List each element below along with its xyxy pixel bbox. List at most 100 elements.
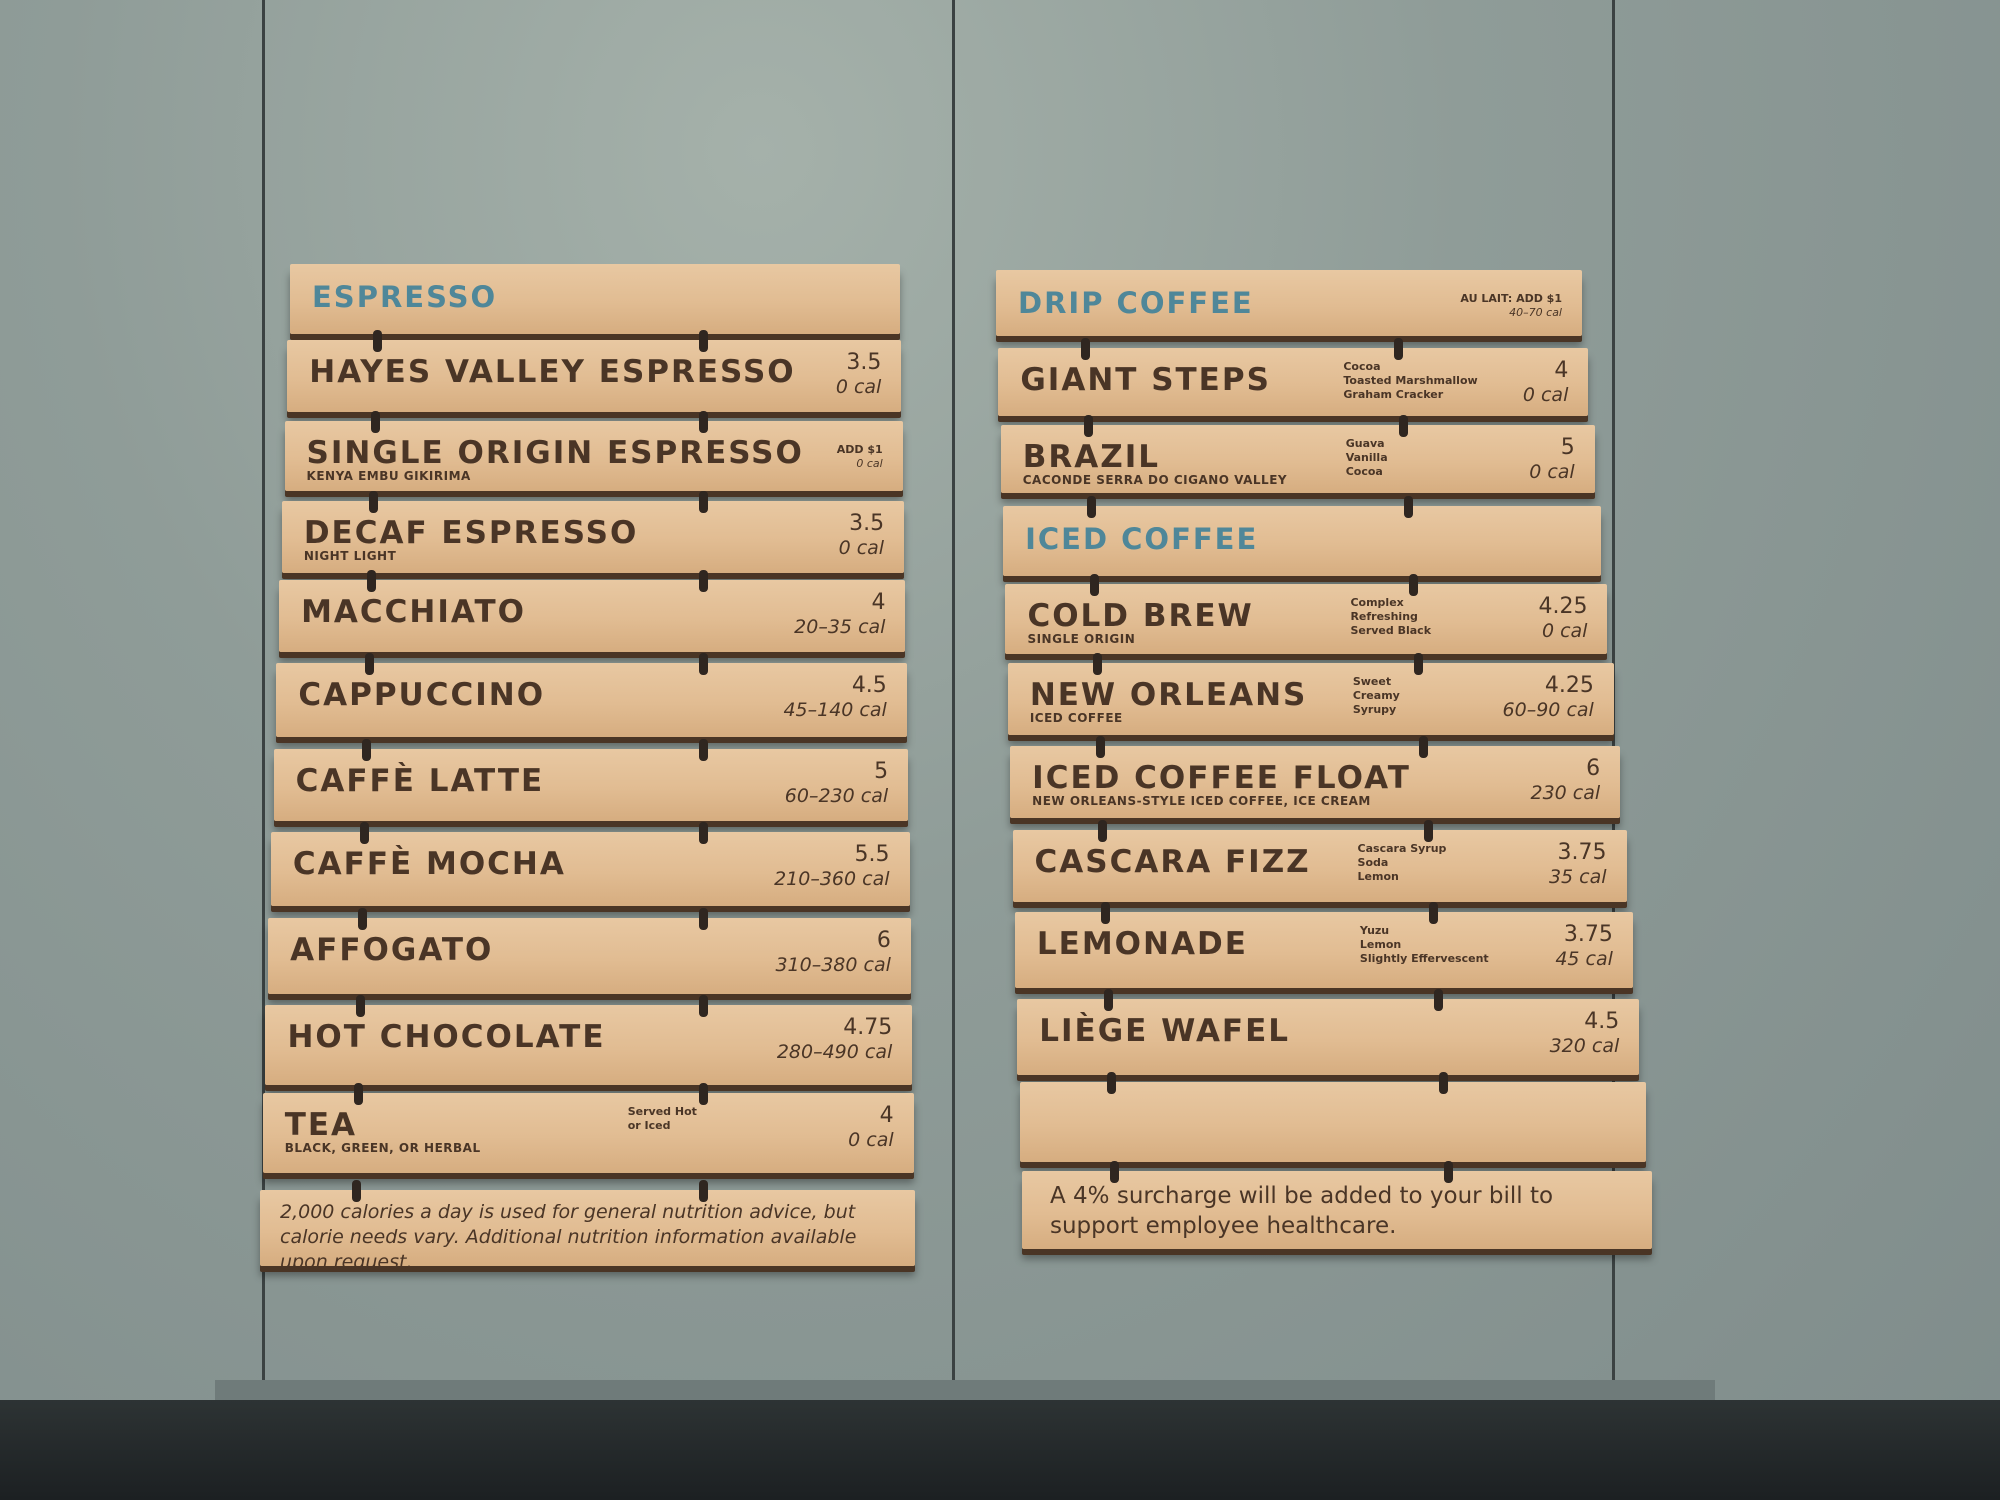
item-name: LEMONADE <box>1036 926 1248 962</box>
hanging-clip <box>1434 989 1443 1011</box>
item-price: 4 <box>879 1103 894 1128</box>
flavor-notes: Served Hot or Iced <box>628 1105 697 1133</box>
flavor-note: Vanilla <box>1345 451 1388 464</box>
item-calories: 0 cal <box>838 537 885 559</box>
item-name: MACCHIATO <box>301 594 526 630</box>
hanging-clip <box>1101 902 1111 924</box>
item-name: NEW ORLEANS <box>1029 677 1308 713</box>
item-calories: 0 cal <box>1541 620 1588 642</box>
hanging-clip <box>698 330 708 352</box>
item-plank: BRAZIL CACONDE SERRA DO CIGANO VALLEY Guav… <box>1000 415 1595 493</box>
item-calories: 45–140 cal <box>783 699 887 721</box>
flavor-notes: Guava Vanilla Cocoa <box>1346 437 1388 479</box>
flavor-note: Creamy <box>1352 689 1400 702</box>
hanging-clip <box>698 570 708 592</box>
item-calories: 35 cal <box>1548 866 1607 888</box>
hanging-clip <box>1089 574 1099 596</box>
item-name: LIÈGE WAFEL <box>1039 1013 1291 1049</box>
item-name: SINGLE ORIGIN ESPRESSO <box>306 435 804 471</box>
item-plank: COLD BREW SINGLE ORIGIN Complex Refreshing S… <box>1005 574 1608 654</box>
item-name: COLD BREW <box>1027 598 1254 634</box>
hanging-clip <box>1418 736 1428 758</box>
flavor-note: Graham Cracker <box>1343 388 1444 401</box>
section-header: ESPRESSO <box>312 280 498 314</box>
hanging-clip <box>358 908 368 930</box>
flavor-note: Yuzu <box>1359 924 1390 937</box>
item-plank: AFFOGATO 6 310–380 cal <box>268 908 911 994</box>
item-calories: 230 cal <box>1530 782 1601 804</box>
hanging-clip <box>1110 1161 1120 1183</box>
item-calories: 0 cal <box>835 376 882 398</box>
section-header: DRIP COFFEE <box>1018 286 1254 320</box>
flavor-note: Soda <box>1357 856 1389 869</box>
hanging-clip <box>1403 496 1413 518</box>
flavor-note: Syrupy <box>1352 703 1397 716</box>
wall-panel-bottom-edge <box>215 1380 1715 1402</box>
flavor-note: Cascara Syrup <box>1357 842 1447 855</box>
item-calories: 0 cal <box>848 1129 894 1151</box>
hanging-clip <box>1086 496 1096 518</box>
section-header: ICED COFFEE <box>1025 522 1259 556</box>
hanging-clip <box>366 570 376 592</box>
item-calories: 40–70 cal <box>1509 306 1562 319</box>
item-subtitle: BLACK, GREEN, OR HERBAL <box>284 1141 481 1155</box>
hanging-clip <box>364 653 374 675</box>
item-calories: 280–490 cal <box>776 1041 893 1063</box>
item-plank: HOT CHOCOLATE 4.75 280–490 cal <box>265 995 913 1085</box>
hanging-clip <box>698 822 708 844</box>
flavor-notes: Yuzu Lemon Slightly Effervescent <box>1360 924 1489 966</box>
nutrition-note: 2,000 calories a day is used for general… <box>280 1201 857 1273</box>
item-name: CASCARA FIZZ <box>1034 844 1311 880</box>
hanging-clip <box>1444 1161 1454 1183</box>
item-subtitle: KENYA EMBU GIKIRIMA <box>306 469 471 483</box>
item-calories: 0 cal <box>1522 384 1569 406</box>
flavor-note: Complex <box>1350 596 1404 609</box>
flavor-notes: Sweet Creamy Syrupy <box>1353 675 1400 717</box>
flavor-note: Slightly Effervescent <box>1359 952 1489 965</box>
item-price: 3.5 <box>846 350 882 375</box>
hanging-clip <box>373 330 383 352</box>
item-subtitle: NEW ORLEANS-STYLE ICED COFFEE, ICE CREAM <box>1032 794 1371 808</box>
item-calories: 20–35 cal <box>794 616 886 638</box>
hanging-clip <box>1398 415 1408 437</box>
item-name: CAFFÈ MOCHA <box>292 846 566 882</box>
item-plank: TEA BLACK, GREEN, OR HERBAL Served Hot or I… <box>262 1083 914 1173</box>
item-price: 4.25 <box>1538 594 1588 619</box>
item-price: 6 <box>876 928 891 953</box>
hanging-clip <box>1107 1072 1117 1094</box>
item-price: 4.5 <box>1584 1009 1620 1034</box>
item-calories: 0 cal <box>856 457 883 470</box>
item-price: 4 <box>1554 358 1569 383</box>
hanging-clip <box>1098 820 1108 842</box>
hanging-clip <box>360 822 370 844</box>
item-subtitle: ICED COFFEE <box>1029 711 1123 725</box>
hanging-clip <box>1393 338 1403 360</box>
item-price: 4.25 <box>1544 673 1594 698</box>
hanging-clip <box>371 411 381 433</box>
flavor-note: Toasted Marshmallow <box>1343 374 1478 387</box>
hanging-clip <box>356 995 365 1017</box>
item-name: HOT CHOCOLATE <box>287 1019 606 1055</box>
hanging-clip <box>1104 989 1114 1011</box>
item-price: 3.75 <box>1557 840 1607 865</box>
flavor-note: or Iced <box>627 1119 671 1132</box>
hanging-clip <box>698 1083 708 1105</box>
flavor-note: Lemon <box>1357 870 1399 883</box>
item-price: 4 <box>871 590 886 615</box>
item-plank: CAPPUCCINO 4.5 45–140 cal <box>276 653 907 737</box>
hanging-clip <box>1092 653 1102 675</box>
hanging-clip <box>698 1180 708 1202</box>
item-calories: 210–360 cal <box>774 868 890 890</box>
hanging-clip <box>1439 1072 1449 1094</box>
item-subtitle: CACONDE SERRA DO CIGANO VALLEY <box>1022 473 1288 487</box>
header-plank: ICED COFFEE <box>1003 496 1602 576</box>
item-plank: GIANT STEPS Cocoa Toasted Marshmallow Graha… <box>998 338 1589 416</box>
item-plank: CAFFÈ LATTE 5 60–230 cal <box>273 739 909 821</box>
hanging-clip <box>351 1180 361 1202</box>
header-plank: DRIP COFFEE AU LAIT: ADD $1 40–70 cal <box>996 270 1582 336</box>
flavor-note: Cocoa <box>1343 360 1381 373</box>
flavor-note: Refreshing <box>1350 610 1418 623</box>
flavor-note: Served Hot <box>627 1105 697 1118</box>
item-plank: SINGLE ORIGIN ESPRESSO KENYA EMBU GIKIRIM… <box>284 411 903 491</box>
flavor-note: Cocoa <box>1345 465 1383 478</box>
